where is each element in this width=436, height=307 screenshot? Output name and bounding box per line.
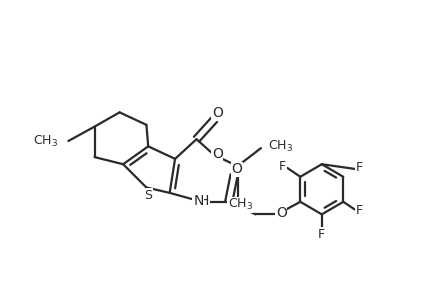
Text: N: N — [193, 194, 204, 208]
Text: F: F — [318, 227, 325, 240]
Text: CH$_3$: CH$_3$ — [33, 134, 58, 149]
Text: O: O — [276, 206, 287, 220]
Text: O: O — [212, 146, 223, 161]
Text: CH$_3$: CH$_3$ — [228, 197, 253, 212]
Text: S: S — [145, 189, 153, 202]
Text: F: F — [356, 204, 363, 217]
Text: O: O — [212, 106, 223, 120]
Text: F: F — [279, 160, 286, 173]
Text: O: O — [232, 162, 242, 176]
Text: F: F — [356, 161, 363, 174]
Text: CH$_3$: CH$_3$ — [268, 139, 293, 154]
Text: H: H — [198, 194, 209, 208]
